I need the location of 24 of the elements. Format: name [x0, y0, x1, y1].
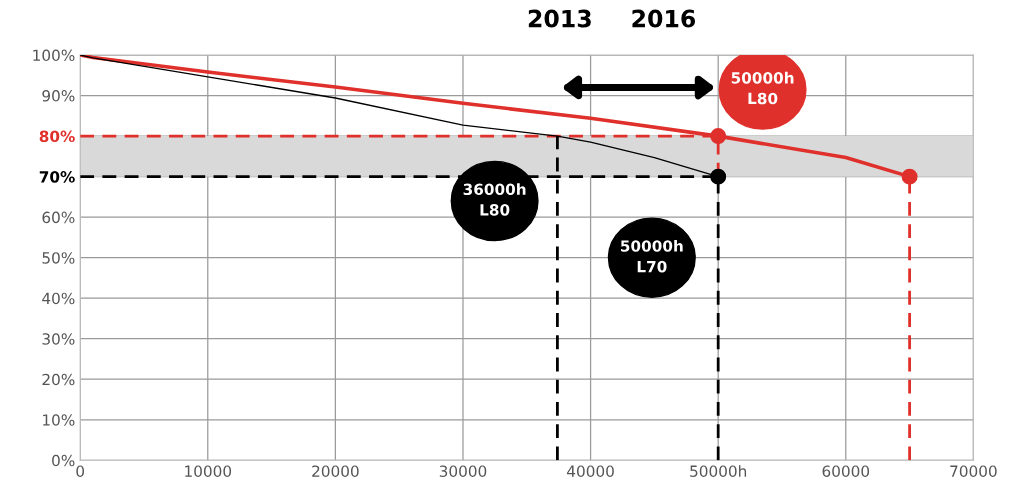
annotation: 36000h L80 [463, 183, 526, 216]
y-tick-label: 70% [39, 171, 75, 183]
y-tick-label: 20% [42, 373, 75, 386]
x-tick-label: 40000 [567, 465, 614, 477]
x-tick-label: 60000 [822, 465, 870, 477]
annotation: 50000h L70 [621, 239, 683, 273]
text: 2016 [632, 9, 696, 28]
x-tick-label: 10000 [185, 465, 232, 477]
y-tick-label: 100% [33, 49, 75, 62]
text: 2013 [528, 9, 591, 28]
x-tick-label: 30000 [439, 465, 487, 477]
annotation: 50000h L80 [731, 71, 794, 105]
y-tick-label: 10% [43, 414, 75, 426]
x-tick-label: 0 [76, 465, 85, 477]
y-tick-label: 40% [42, 292, 75, 305]
x-tick-label: 20000 [312, 465, 359, 477]
y-tick-label: 60% [42, 211, 75, 224]
x-tick-label: 50000h [690, 465, 747, 477]
y-tick-label: 30% [42, 333, 75, 345]
y-tick-label: 0% [52, 454, 75, 467]
y-tick-label: 80% [39, 130, 75, 143]
y-tick-label: 50% [42, 252, 75, 264]
y-tick-label: 90% [42, 90, 75, 102]
x-tick-label: 70000 [950, 465, 997, 477]
